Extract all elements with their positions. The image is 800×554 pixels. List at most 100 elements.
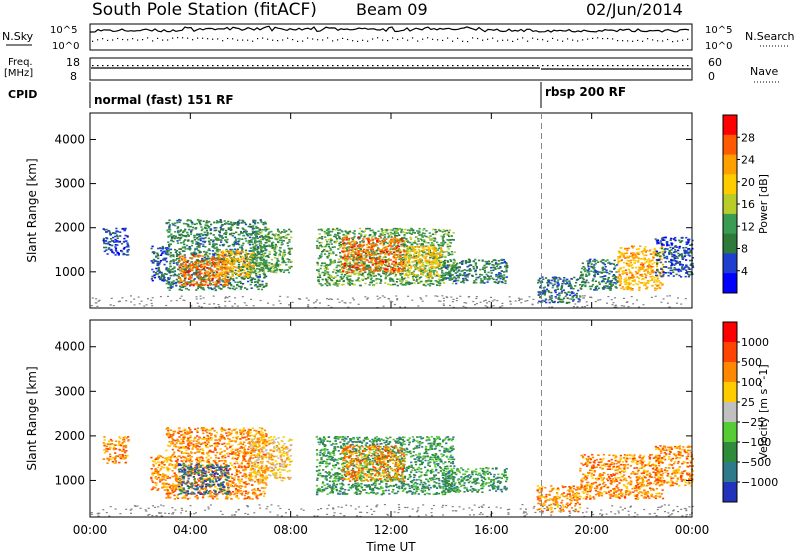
scatter-cell-11 [590, 263, 593, 265]
scatter-cell-7 [367, 240, 370, 243]
scatter-cell-2 [219, 261, 222, 263]
scatter-cell-8 [425, 255, 428, 258]
scatter-cell-2 [256, 233, 259, 235]
nsearch-point [507, 39, 509, 41]
scatter-cell-2 [223, 285, 226, 288]
scatter-cell-11 [594, 289, 597, 291]
scatter-cell-11 [610, 282, 613, 284]
scatter-cell-0 [124, 228, 127, 230]
scatter-cell-6 [394, 227, 397, 230]
scatter-cell-5 [251, 236, 254, 239]
scatter-cell-11 [602, 271, 606, 273]
scatter-cell-8 [423, 255, 426, 258]
scatter-cell-6 [344, 259, 347, 262]
scatter-cell-6 [406, 283, 409, 285]
scatter-cell-9 [506, 264, 509, 267]
scatter-cell-5 [255, 244, 258, 247]
scatter-cell-0 [114, 232, 117, 235]
scatter-cell-2 [258, 283, 261, 286]
scatter-cell-8 [421, 273, 424, 276]
scatter-cell-9 [464, 262, 467, 265]
nave-point [127, 65, 129, 67]
scatter-cell-7 [357, 264, 360, 267]
scatter-cell-9 [493, 259, 496, 261]
scatter-cell-10 [558, 292, 561, 295]
scatter-cell-9 [448, 275, 452, 277]
scatter-cell-2 [232, 245, 235, 247]
scatter-cell-1 [155, 271, 158, 274]
scatter-cell-2 [251, 243, 254, 246]
scatter-cell-6 [364, 252, 368, 255]
nsearch-point [272, 39, 274, 41]
scatter-cell-7 [364, 251, 367, 253]
scatter-cell-6 [388, 278, 391, 281]
scatter-cell-6 [330, 252, 333, 255]
scatter-cell-4 [217, 254, 220, 257]
scatter-cell-2 [177, 273, 181, 275]
scatter-cell-6 [448, 245, 452, 248]
scatter-cell-2 [170, 239, 173, 242]
scatter-cell-2 [174, 274, 177, 277]
scatter-cell-5 [257, 230, 260, 233]
scatter-cell-8 [410, 265, 413, 268]
scatter-cell-2 [242, 234, 245, 237]
scatter-cell-6 [332, 283, 335, 286]
scatter-cell-9 [447, 264, 451, 267]
scatter-cell-6 [338, 261, 341, 263]
scatter-cell-6 [420, 276, 423, 278]
scatter-cell-5 [274, 244, 277, 247]
scatter-cell-2 [196, 282, 199, 285]
scatter-cell-7 [360, 269, 363, 272]
scatter-cell-11 [606, 285, 609, 287]
scatter-cell-6 [415, 255, 418, 257]
scatter-cell-6 [328, 238, 331, 241]
scatter-cell-5 [286, 269, 289, 271]
nsearch-point [612, 38, 614, 40]
scatter-cell-6 [347, 265, 350, 267]
scatter-cell-9 [463, 274, 466, 276]
nave-point [592, 65, 594, 67]
scatter-cell-0 [114, 254, 117, 256]
scatter-cell-12 [658, 261, 661, 263]
scatter-cell-5 [270, 242, 274, 244]
scatter-cell-2 [194, 249, 197, 251]
scatter-cell-2 [213, 229, 216, 232]
scatter-cell-3 [192, 284, 195, 287]
scatter-cell-11 [614, 285, 617, 288]
scatter-cell-7 [379, 252, 382, 255]
scatter-cell-6 [442, 241, 445, 243]
scatter-cell-5 [279, 269, 282, 271]
nave-point [412, 65, 414, 67]
scatter-cell-2 [242, 265, 245, 267]
scatter-cell-6 [341, 271, 345, 274]
scatter-cell-10 [548, 296, 551, 299]
scatter-cell-5 [282, 255, 286, 257]
scatter-cell-7 [398, 245, 401, 248]
scatter-cell-2 [251, 278, 254, 281]
scatter-cell-2 [221, 275, 224, 278]
nsearch-point [462, 40, 464, 42]
scatter-cell-6 [356, 278, 359, 281]
scatter-cell-6 [420, 243, 423, 245]
nsearch-point [587, 38, 589, 40]
scatter-cell-5 [265, 245, 268, 247]
scatter-cell-2 [176, 227, 179, 230]
scatter-cell-8 [435, 249, 438, 251]
scatter-cell-7 [393, 253, 396, 256]
scatter-cell-11 [602, 288, 605, 290]
scatter-cell-8 [429, 245, 432, 248]
scatter-cell-6 [347, 239, 350, 242]
scatter-cell-6 [335, 240, 339, 242]
scatter-cell-2 [241, 276, 244, 279]
scatter-cell-2 [189, 233, 193, 235]
scatter-cell-10 [577, 289, 580, 292]
scatter-cell-2 [197, 263, 200, 265]
scatter-cell-8 [434, 250, 437, 252]
scatter-cell-5 [262, 271, 266, 273]
scatter-cell-11 [611, 284, 615, 286]
scatter-cell-4 [239, 253, 242, 256]
scatter-cell-0 [117, 254, 120, 256]
scatter-cell-3 [184, 259, 187, 261]
scatter-cell-6 [318, 233, 321, 235]
scatter-cell-3 [184, 266, 187, 268]
